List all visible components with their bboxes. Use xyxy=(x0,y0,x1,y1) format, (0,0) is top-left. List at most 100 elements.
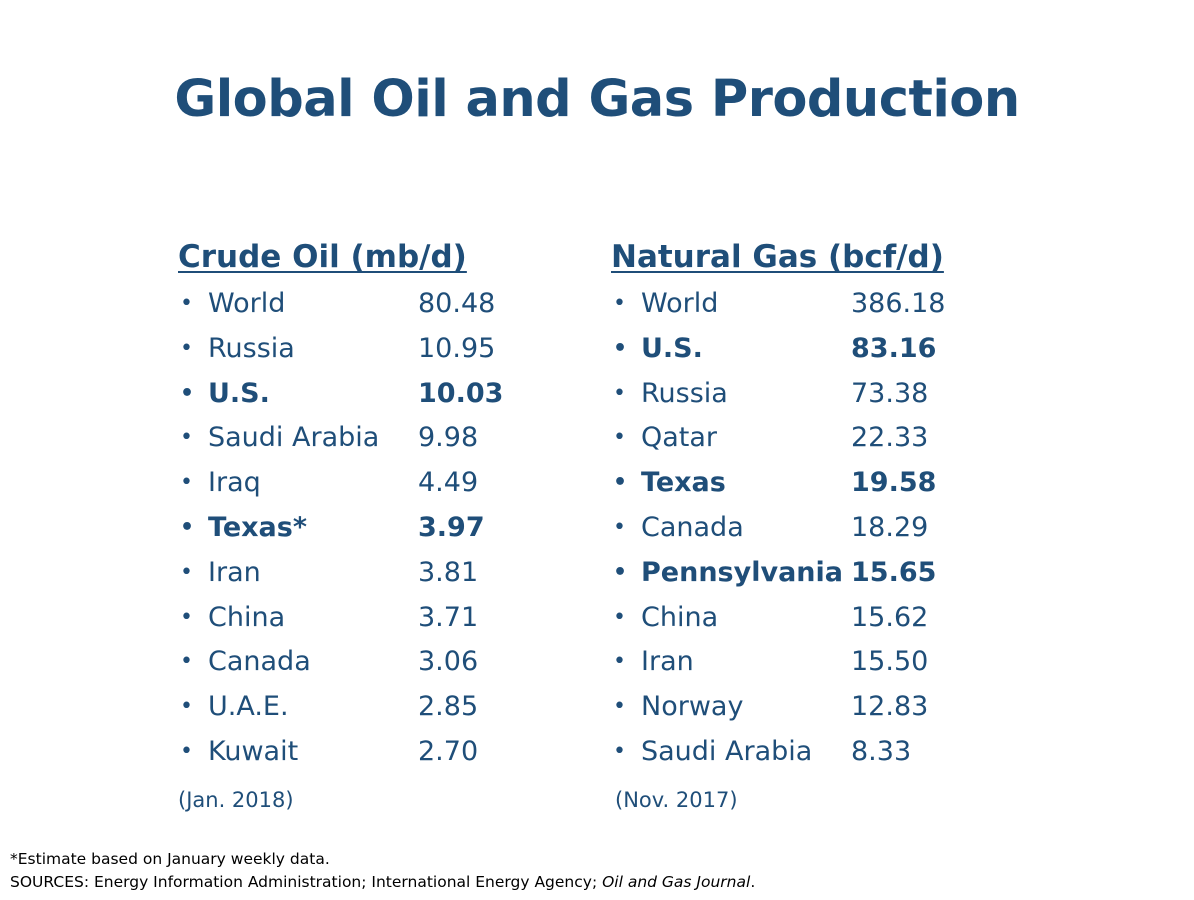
sources-text: SOURCES: Energy Information Administrati… xyxy=(10,873,603,891)
gas-country: U.S. xyxy=(641,332,703,364)
gas-country: Russia xyxy=(641,377,728,409)
bullet-icon: • xyxy=(180,514,195,540)
sources-footnote: SOURCES: Energy Information Administrati… xyxy=(10,871,755,894)
gas-row: • Iran 15.50 xyxy=(611,640,1051,685)
gas-row: • Russia 73.38 xyxy=(611,372,1051,417)
gas-value: 12.83 xyxy=(851,691,929,723)
natural-gas-heading: Natural Gas (bcf/d) xyxy=(611,239,944,275)
natural-gas-column: Natural Gas (bcf/d) • World 386.18 • U.S. 83.… xyxy=(611,236,1051,815)
oil-value: 10.03 xyxy=(418,377,504,409)
oil-value: 10.95 xyxy=(418,332,496,364)
oil-value: 2.85 xyxy=(418,691,479,723)
crude-oil-heading: Crude Oil (mb/d) xyxy=(178,239,467,275)
oil-country: Canada xyxy=(208,646,311,678)
oil-country: Texas* xyxy=(208,511,307,543)
gas-value: 73.38 xyxy=(851,377,929,409)
gas-value: 15.62 xyxy=(851,601,929,633)
bullet-icon: • xyxy=(180,604,193,630)
footnotes: *Estimate based on January weekly data. … xyxy=(10,848,755,894)
bullet-icon: • xyxy=(613,380,626,406)
gas-country: Pennsylvania xyxy=(641,556,843,588)
bullet-icon: • xyxy=(180,649,193,675)
oil-value: 3.81 xyxy=(418,556,479,588)
oil-country: Iraq xyxy=(208,467,261,499)
bullet-icon: • xyxy=(613,514,626,540)
gas-row: • Texas 19.58 xyxy=(611,461,1051,506)
oil-country: U.A.E. xyxy=(208,691,289,723)
oil-row: • U.A.E. 2.85 xyxy=(178,685,578,730)
oil-row: • China 3.71 xyxy=(178,596,578,641)
oil-row: • Canada 3.06 xyxy=(178,640,578,685)
gas-row: • Qatar 22.33 xyxy=(611,416,1051,461)
gas-value: 19.58 xyxy=(851,467,937,499)
crude-oil-column: Crude Oil (mb/d) • World 80.48 • Russia 10.95… xyxy=(178,236,578,815)
gas-country: Norway xyxy=(641,691,744,723)
natural-gas-date-note: (Nov. 2017) xyxy=(615,787,738,812)
slide-title: Global Oil and Gas Production xyxy=(174,70,1020,129)
bullet-icon: • xyxy=(180,470,193,496)
gas-row: • China 15.62 xyxy=(611,596,1051,641)
bullet-icon: • xyxy=(613,649,626,675)
bullet-icon: • xyxy=(613,604,626,630)
oil-value: 2.70 xyxy=(418,735,479,767)
gas-country: Iran xyxy=(641,646,694,678)
oil-value: 80.48 xyxy=(418,288,496,319)
bullet-icon: • xyxy=(613,738,626,764)
oil-row: • World 80.48 xyxy=(178,282,578,327)
oil-row: • Kuwait 2.70 xyxy=(178,730,578,775)
gas-value: 15.65 xyxy=(851,556,937,588)
gas-country: Canada xyxy=(641,511,744,543)
gas-row: • U.S. 83.16 xyxy=(611,327,1051,372)
oil-country: Kuwait xyxy=(208,735,299,767)
gas-row: • Pennsylvania 15.65 xyxy=(611,551,1051,596)
crude-oil-date-note: (Jan. 2018) xyxy=(178,787,294,812)
gas-country: Texas xyxy=(641,467,726,499)
bullet-icon: • xyxy=(180,335,193,361)
oil-row: • Russia 10.95 xyxy=(178,327,578,372)
oil-row: • Iran 3.81 xyxy=(178,551,578,596)
bullet-icon: • xyxy=(180,738,193,764)
oil-value: 4.49 xyxy=(418,467,479,499)
gas-value: 22.33 xyxy=(851,422,929,454)
gas-row: • World 386.18 xyxy=(611,282,1051,327)
bullet-icon: • xyxy=(613,559,628,585)
gas-value: 83.16 xyxy=(851,332,937,364)
oil-row: • U.S. 10.03 xyxy=(178,372,578,417)
gas-value: 18.29 xyxy=(851,511,929,543)
oil-row: • Saudi Arabia 9.98 xyxy=(178,416,578,461)
bullet-icon: • xyxy=(613,694,626,720)
bullet-icon: • xyxy=(180,380,195,406)
gas-country: Saudi Arabia xyxy=(641,735,813,767)
gas-value: 8.33 xyxy=(851,735,912,767)
oil-country: Saudi Arabia xyxy=(208,422,380,454)
gas-value: 386.18 xyxy=(851,288,946,319)
oil-country: Russia xyxy=(208,332,295,364)
gas-row: • Norway 12.83 xyxy=(611,685,1051,730)
oil-value: 9.98 xyxy=(418,422,479,454)
sources-journal: Oil and Gas Journal xyxy=(602,873,751,891)
gas-row: • Canada 18.29 xyxy=(611,506,1051,551)
gas-country: World xyxy=(641,288,719,319)
gas-country: China xyxy=(641,601,719,633)
crude-oil-list: • World 80.48 • Russia 10.95 • U.S. 10.03 • Saudi … xyxy=(178,282,578,775)
oil-country: China xyxy=(208,601,286,633)
estimate-footnote: *Estimate based on January weekly data. xyxy=(10,850,330,868)
bullet-icon: • xyxy=(180,559,193,585)
sources-period: . xyxy=(750,873,756,891)
oil-country: Iran xyxy=(208,556,261,588)
oil-row: • Iraq 4.49 xyxy=(178,461,578,506)
oil-value: 3.06 xyxy=(418,646,479,678)
gas-country: Qatar xyxy=(641,422,718,454)
oil-country: U.S. xyxy=(208,377,270,409)
bullet-icon: • xyxy=(180,425,193,451)
bullet-icon: • xyxy=(613,291,626,316)
oil-value: 3.71 xyxy=(418,601,479,633)
bullet-icon: • xyxy=(180,291,193,316)
bullet-icon: • xyxy=(180,694,193,720)
oil-country: World xyxy=(208,288,286,319)
bullet-icon: • xyxy=(613,470,628,496)
oil-row: • Texas* 3.97 xyxy=(178,506,578,551)
gas-value: 15.50 xyxy=(851,646,929,678)
bullet-icon: • xyxy=(613,335,628,361)
gas-row: • Saudi Arabia 8.33 xyxy=(611,730,1051,775)
